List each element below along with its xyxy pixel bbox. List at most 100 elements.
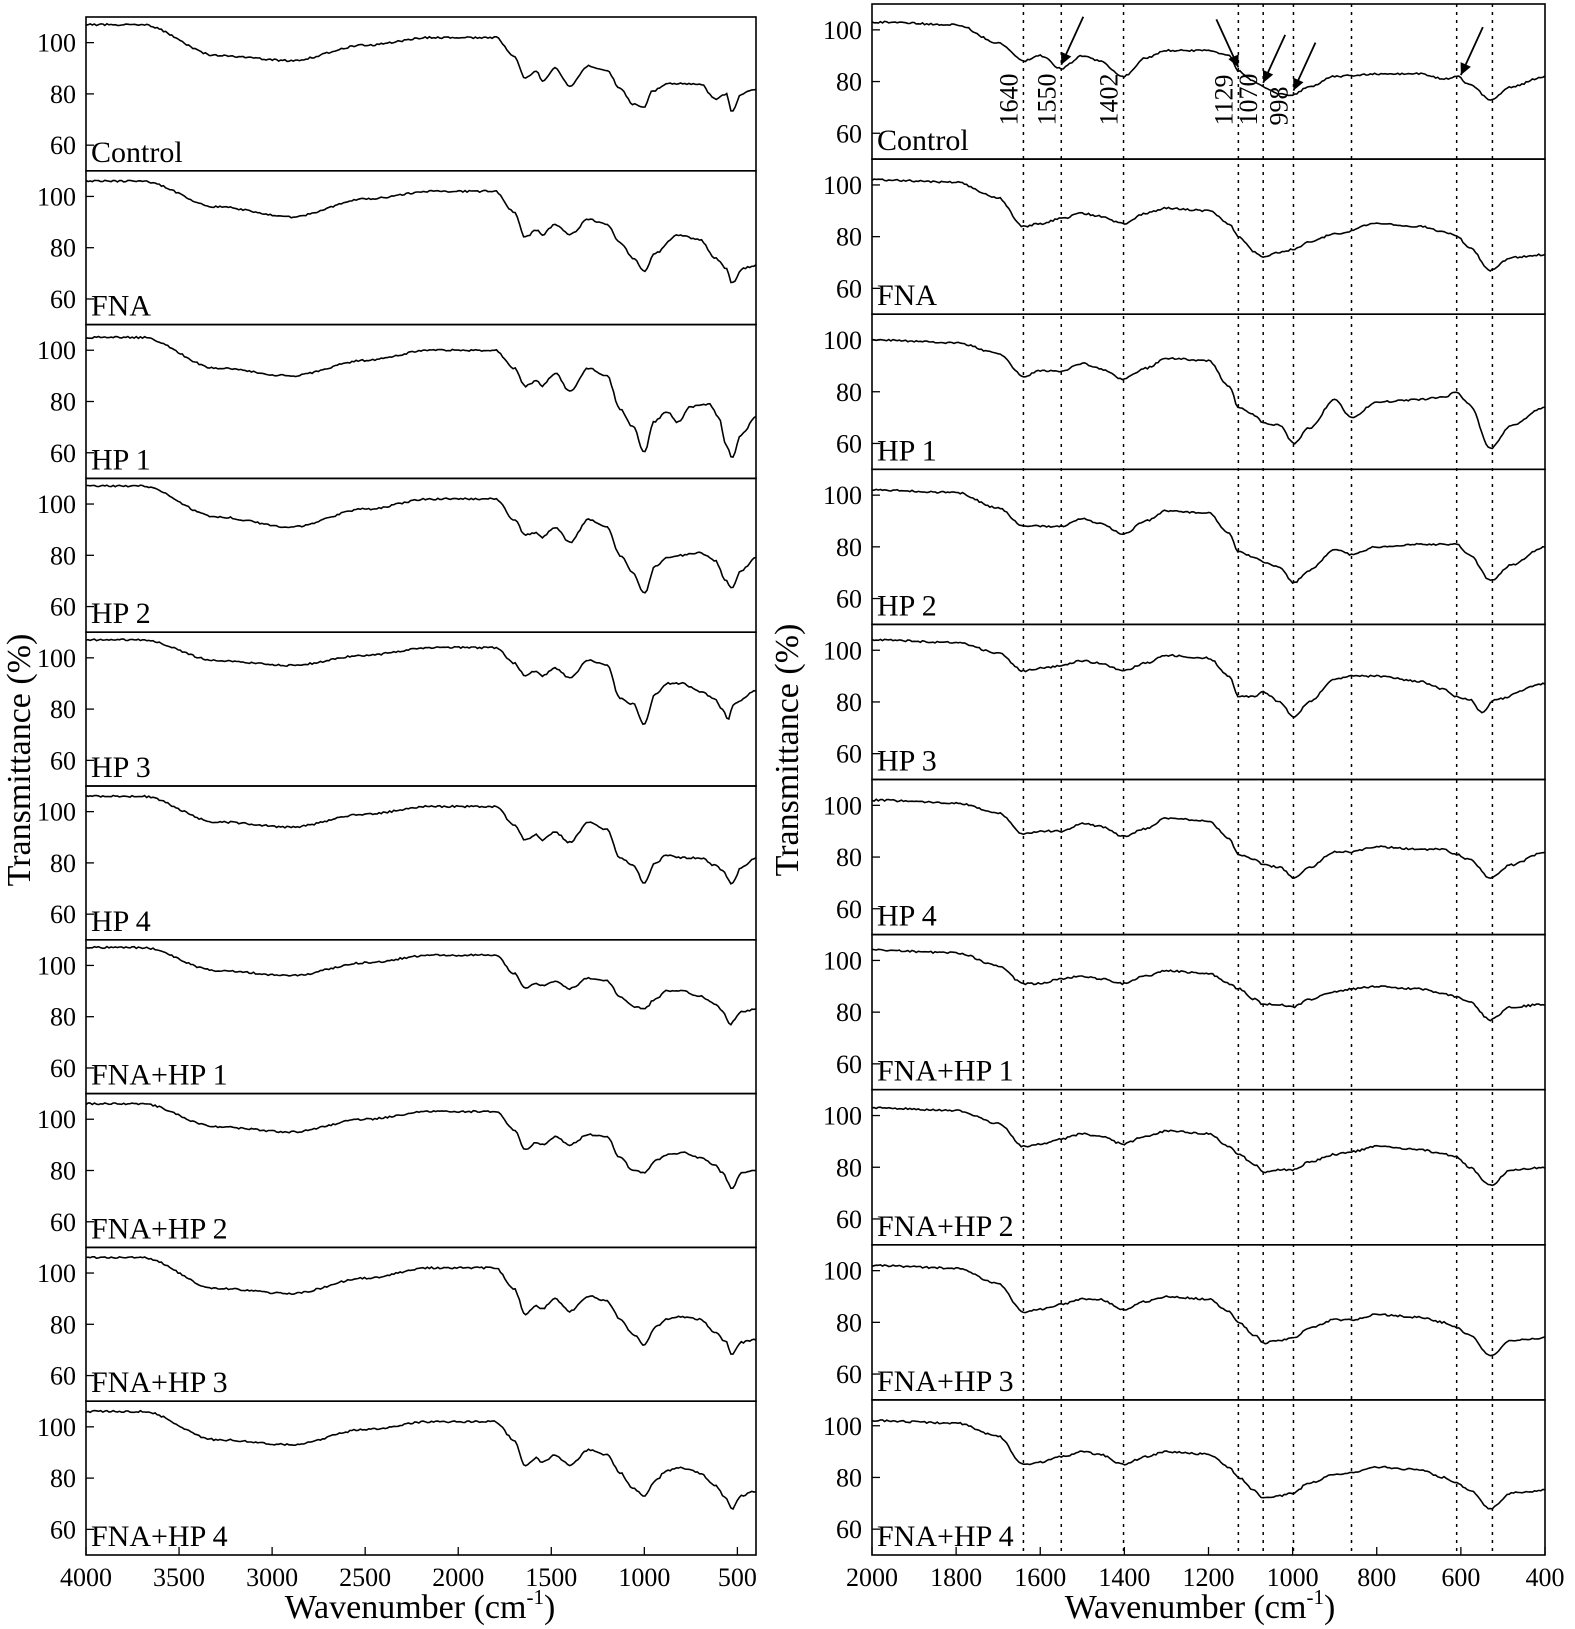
spectrum-line-fna-hp-2 xyxy=(85,1102,757,1190)
y-tick-label: 80 xyxy=(50,80,76,109)
y-tick-label: 60 xyxy=(50,593,76,622)
spectrum-line-fna xyxy=(85,179,757,284)
y-tick-label: 100 xyxy=(37,798,76,827)
panel-frame-hp-2 xyxy=(85,477,757,633)
y-tick-label: 80 xyxy=(836,533,862,562)
y-tick-label: 80 xyxy=(50,1003,76,1032)
y-tick-label: 80 xyxy=(836,223,862,252)
sample-label-hp-1: HP 1 xyxy=(91,443,151,476)
y-tick-label: 100 xyxy=(823,636,862,665)
y-tick-label: 100 xyxy=(37,644,76,673)
spectrum-line-fna-hp-1 xyxy=(85,945,757,1026)
y-tick-label: 80 xyxy=(50,849,76,878)
y-tick-label: 60 xyxy=(50,439,76,468)
sample-label-fna-hp-2: FNA+HP 2 xyxy=(91,1212,228,1245)
sample-label-hp-3: HP 3 xyxy=(877,745,937,778)
x-tick-label: 1400 xyxy=(1098,1563,1150,1592)
y-tick-label: 80 xyxy=(50,1464,76,1493)
x-tick-label: 1000 xyxy=(1267,1563,1319,1592)
sample-label-hp-2: HP 2 xyxy=(877,589,937,622)
left-y-axis-title: Transmittance (%) xyxy=(1,634,38,887)
sample-label-hp-4: HP 4 xyxy=(877,900,937,933)
panel-frame-hp-2 xyxy=(871,468,1546,626)
panel-frame-hp-3 xyxy=(85,631,757,787)
y-tick-label: 100 xyxy=(37,1259,76,1288)
y-tick-label: 60 xyxy=(50,285,76,314)
y-tick-label: 100 xyxy=(823,1102,862,1131)
sample-label-fna: FNA xyxy=(877,279,937,312)
x-tick-label: 500 xyxy=(718,1563,757,1592)
x-tick-label: 1600 xyxy=(1014,1563,1066,1592)
y-tick-label: 80 xyxy=(50,541,76,570)
right-panel: 60 80 100 Control 60 80 100 FNA 60 80 100 HP 1 60 80 1… xyxy=(823,3,1565,1592)
sample-label-fna-hp-4: FNA+HP 4 xyxy=(877,1520,1014,1553)
y-tick-label: 60 xyxy=(50,1054,76,1083)
y-tick-label: 100 xyxy=(37,29,76,58)
arrow-head-998 xyxy=(1293,77,1304,91)
peak-label-1070: 1070 xyxy=(1234,74,1263,126)
sample-label-fna-hp-3: FNA+HP 3 xyxy=(877,1365,1014,1398)
spectrum-line-control xyxy=(85,22,757,112)
y-tick-label: 100 xyxy=(37,490,76,519)
peak-label-1129: 1129 xyxy=(1209,74,1238,125)
sample-label-fna: FNA xyxy=(91,290,151,323)
spectrum-line-fna-hp-2 xyxy=(871,1106,1546,1187)
y-tick-label: 60 xyxy=(836,119,862,148)
peak-label-1550: 1550 xyxy=(1032,74,1061,126)
x-tick-label: 600 xyxy=(1441,1563,1480,1592)
y-tick-label: 60 xyxy=(836,1515,862,1544)
y-tick-label: 80 xyxy=(836,378,862,407)
y-tick-label: 80 xyxy=(50,1310,76,1339)
sample-label-hp-3: HP 3 xyxy=(91,751,151,784)
panel-frame-fna xyxy=(871,158,1546,316)
spectrum-line-fna-hp-3 xyxy=(871,1263,1546,1357)
y-tick-label: 80 xyxy=(50,1157,76,1186)
arrow-head-600 xyxy=(1460,62,1471,76)
x-tick-label: 800 xyxy=(1357,1563,1396,1592)
y-tick-label: 80 xyxy=(836,1463,862,1492)
x-tick-label: 2000 xyxy=(432,1563,484,1592)
y-tick-label: 100 xyxy=(37,1105,76,1134)
sample-label-fna-hp-2: FNA+HP 2 xyxy=(877,1210,1014,1243)
x-tick-label: 1500 xyxy=(525,1563,577,1592)
panel-frame-fna xyxy=(85,170,757,326)
spectrum-line-hp-3 xyxy=(871,638,1546,718)
y-tick-label: 60 xyxy=(50,900,76,929)
y-tick-label: 80 xyxy=(836,1153,862,1182)
sample-label-control: Control xyxy=(91,136,183,169)
panel-frame-control xyxy=(85,16,757,172)
arrow-head-1070 xyxy=(1262,69,1274,83)
y-tick-label: 60 xyxy=(50,131,76,160)
panel-frame-hp-1 xyxy=(871,313,1546,471)
x-tick-label: 4000 xyxy=(60,1563,112,1592)
sample-label-fna-hp-4: FNA+HP 4 xyxy=(91,1520,228,1553)
panel-frame-hp-1 xyxy=(85,323,757,480)
y-tick-label: 100 xyxy=(823,481,862,510)
sample-label-fna-hp-3: FNA+HP 3 xyxy=(91,1366,228,1399)
spectrum-line-hp-1 xyxy=(85,335,757,459)
spectrum-line-fna-hp-4 xyxy=(871,1419,1546,1510)
spectrum-line-fna xyxy=(871,178,1546,272)
x-tick-label: 3500 xyxy=(153,1563,205,1592)
x-tick-label: 1800 xyxy=(930,1563,982,1592)
y-tick-label: 60 xyxy=(50,1515,76,1544)
y-tick-label: 100 xyxy=(37,1413,76,1442)
x-tick-label: 2000 xyxy=(846,1563,898,1592)
y-tick-label: 80 xyxy=(50,234,76,263)
y-tick-label: 100 xyxy=(823,1257,862,1286)
sample-label-fna-hp-1: FNA+HP 1 xyxy=(877,1055,1014,1088)
panel-frame-hp-3 xyxy=(871,623,1546,781)
spectrum-line-hp-1 xyxy=(871,338,1546,450)
y-tick-label: 60 xyxy=(836,585,862,614)
y-tick-label: 100 xyxy=(823,946,862,975)
y-tick-label: 100 xyxy=(823,326,862,355)
y-tick-label: 100 xyxy=(823,1412,862,1441)
sample-label-hp-2: HP 2 xyxy=(91,597,151,630)
arrow-head-1550 xyxy=(1061,51,1072,65)
sample-label-hp-4: HP 4 xyxy=(91,905,151,938)
y-tick-label: 80 xyxy=(836,998,862,1027)
y-tick-label: 100 xyxy=(823,791,862,820)
y-tick-label: 60 xyxy=(836,895,862,924)
x-tick-label: 3000 xyxy=(246,1563,298,1592)
